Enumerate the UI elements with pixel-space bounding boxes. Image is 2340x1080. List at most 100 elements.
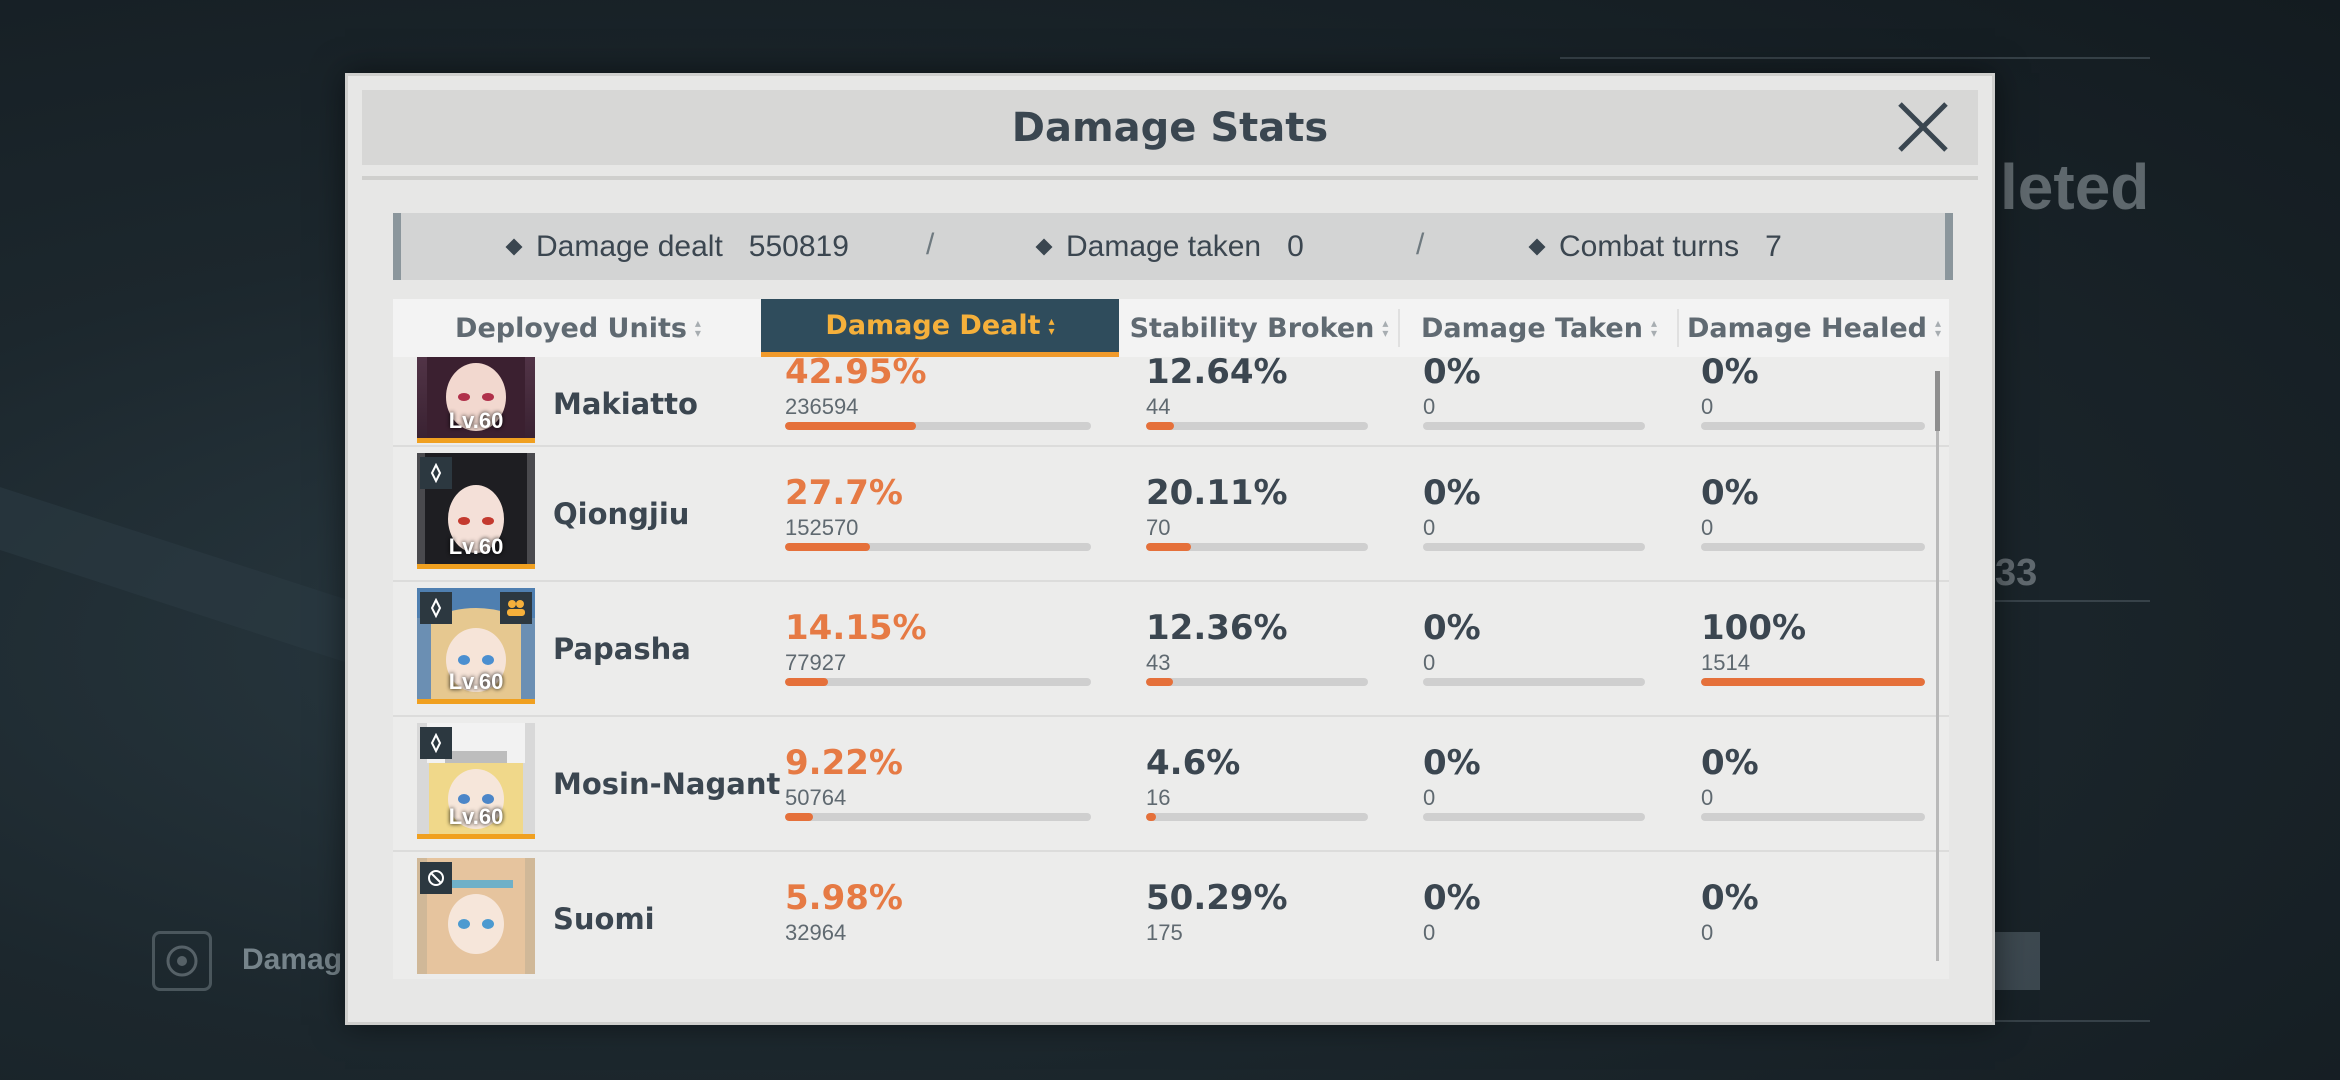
diamond-icon bbox=[1528, 238, 1546, 256]
summary-bar: Damage dealt 550819 / Damage taken 0 / C… bbox=[393, 213, 1953, 280]
avatar-suomi bbox=[417, 858, 535, 974]
sort-icon: ▴ ▾ bbox=[694, 316, 701, 340]
table-row[interactable]: Suomi 5.98% 32964 50.29% 175 0% 0 0% 0 bbox=[393, 852, 1949, 979]
unit-name: Qiongjiu bbox=[553, 497, 690, 531]
background-divider bbox=[1560, 57, 2150, 59]
sort-icon: ▴ ▾ bbox=[1382, 316, 1389, 340]
scrollbar-track[interactable] bbox=[1936, 371, 1939, 961]
damage-taken-bar bbox=[1423, 543, 1645, 551]
close-button[interactable] bbox=[1894, 98, 1952, 156]
damage-healed-percent: 0% bbox=[1701, 743, 1759, 783]
damage-healed-value: 0 bbox=[1701, 515, 1714, 540]
sort-icon: ▴ ▾ bbox=[1935, 316, 1942, 340]
stability-bar bbox=[1146, 543, 1368, 551]
damage-taken-value: 0 bbox=[1423, 515, 1436, 540]
damage-taken-value: 0 bbox=[1423, 785, 1436, 810]
tab-deployed-units[interactable]: Deployed Units ▴ ▾ bbox=[393, 299, 763, 357]
avatar-makiatto: Lv.60 bbox=[417, 357, 535, 443]
class-badge-icon bbox=[420, 457, 452, 489]
scrollbar-thumb[interactable] bbox=[1935, 371, 1940, 431]
bar-fill bbox=[785, 813, 814, 821]
table-header: Deployed Units ▴ ▾ Damage Dealt ▴ ▾ Stabil… bbox=[393, 299, 1949, 357]
summary-combat-turns: Combat turns 7 bbox=[1528, 230, 1782, 264]
tab-damage-dealt[interactable]: Damage Dealt ▴ ▾ bbox=[761, 299, 1119, 357]
stats-table: Deployed Units ▴ ▾ Damage Dealt ▴ ▾ Stabil… bbox=[393, 299, 1949, 979]
bar-fill bbox=[1146, 813, 1157, 821]
header-divider bbox=[362, 176, 1978, 180]
stability-bar bbox=[1146, 813, 1368, 821]
bar-fill bbox=[785, 678, 829, 686]
background-damage-label: Damag bbox=[242, 943, 343, 976]
damage-taken-bar bbox=[1423, 678, 1645, 686]
damage-taken-percent: 0% bbox=[1423, 878, 1481, 918]
summary-label: Damage dealt bbox=[536, 230, 723, 263]
damage-healed-percent: 100% bbox=[1701, 608, 1807, 648]
table-row[interactable]: Lv.60 Papasha 14.15% 77927 12.36% 43 0% … bbox=[393, 582, 1949, 717]
tab-damage-taken[interactable]: Damage Taken ▴ ▾ bbox=[1400, 299, 1678, 357]
character-portrait-icon bbox=[427, 357, 525, 438]
tab-damage-healed[interactable]: Damage Healed ▴ ▾ bbox=[1679, 299, 1949, 357]
bar-fill bbox=[1146, 543, 1191, 551]
table-row[interactable]: Lv.60 Qiongjiu 27.7% 152570 20.11% 70 0%… bbox=[393, 447, 1949, 582]
stability-percent: 12.64% bbox=[1146, 357, 1288, 392]
table-body[interactable]: Lv.60 Makiatto 42.95% 236594 12.64% 44 0… bbox=[393, 357, 1949, 979]
stability-value: 44 bbox=[1146, 394, 1171, 419]
class-badge-icon bbox=[420, 592, 452, 624]
damage-dealt-percent: 9.22% bbox=[785, 743, 903, 783]
damage-taken-value: 0 bbox=[1423, 650, 1436, 675]
avatar-qiongjiu: Lv.60 bbox=[417, 453, 535, 569]
table-row[interactable]: Lv.60 Makiatto 42.95% 236594 12.64% 44 0… bbox=[393, 357, 1949, 447]
bar-fill bbox=[785, 543, 870, 551]
level-label: Lv.60 bbox=[448, 669, 504, 694]
damage-taken-bar bbox=[1423, 422, 1645, 430]
summary-separator: / bbox=[1416, 228, 1425, 261]
stability-value: 70 bbox=[1146, 515, 1171, 540]
damage-healed-value: 0 bbox=[1701, 394, 1714, 419]
summary-label: Combat turns bbox=[1559, 230, 1740, 263]
unit-name: Mosin-Nagant bbox=[553, 767, 781, 801]
level-label: Lv.60 bbox=[448, 408, 504, 433]
damage-dealt-percent: 14.15% bbox=[785, 608, 927, 648]
stability-value: 43 bbox=[1146, 650, 1171, 675]
damage-healed-percent: 0% bbox=[1701, 357, 1759, 392]
stability-value: 175 bbox=[1146, 920, 1183, 945]
table-row[interactable]: Lv.60 Mosin-Nagant 9.22% 50764 4.6% 16 0… bbox=[393, 717, 1949, 852]
summary-label: Damage taken bbox=[1066, 230, 1262, 263]
damage-taken-percent: 0% bbox=[1423, 357, 1481, 392]
unit-name: Papasha bbox=[553, 632, 691, 666]
damage-healed-bar bbox=[1701, 422, 1925, 430]
background-status-text: leted bbox=[2000, 151, 2150, 223]
stability-percent: 50.29% bbox=[1146, 878, 1288, 918]
damage-healed-bar bbox=[1701, 678, 1925, 686]
damage-dealt-value: 77927 bbox=[785, 650, 847, 675]
damage-healed-value: 0 bbox=[1701, 785, 1714, 810]
damage-healed-value: 1514 bbox=[1701, 650, 1750, 675]
damage-taken-percent: 0% bbox=[1423, 743, 1481, 783]
stability-bar bbox=[1146, 678, 1368, 686]
tab-stability-broken[interactable]: Stability Broken ▴ ▾ bbox=[1119, 299, 1399, 357]
summary-separator: / bbox=[926, 228, 935, 261]
summary-damage-taken: Damage taken 0 bbox=[1035, 230, 1304, 264]
summary-value: 7 bbox=[1765, 230, 1782, 263]
unit-name: Makiatto bbox=[553, 387, 698, 421]
damage-dealt-value: 236594 bbox=[785, 394, 859, 419]
damage-taken-percent: 0% bbox=[1423, 608, 1481, 648]
close-icon bbox=[1898, 102, 1948, 152]
column-divider bbox=[1398, 309, 1400, 347]
column-label: Damage Healed bbox=[1686, 312, 1927, 344]
modal-header: Damage Stats bbox=[362, 90, 1978, 165]
damage-healed-percent: 0% bbox=[1701, 878, 1759, 918]
summary-damage-dealt: Damage dealt 550819 bbox=[505, 230, 849, 264]
sort-icon: ▴ ▾ bbox=[1048, 313, 1055, 338]
damage-healed-percent: 0% bbox=[1701, 473, 1759, 513]
diamond-icon bbox=[1035, 238, 1053, 256]
column-label: Deployed Units bbox=[455, 312, 687, 344]
damage-dealt-percent: 42.95% bbox=[785, 357, 927, 392]
diamond-icon bbox=[505, 238, 523, 256]
modal-title: Damage Stats bbox=[1011, 104, 1329, 151]
avatar-papasha: Lv.60 bbox=[417, 588, 535, 704]
damage-dealt-value: 50764 bbox=[785, 785, 847, 810]
damage-healed-bar bbox=[1701, 813, 1925, 821]
column-label: Damage Dealt bbox=[825, 310, 1041, 341]
class-badge-icon bbox=[420, 862, 452, 894]
